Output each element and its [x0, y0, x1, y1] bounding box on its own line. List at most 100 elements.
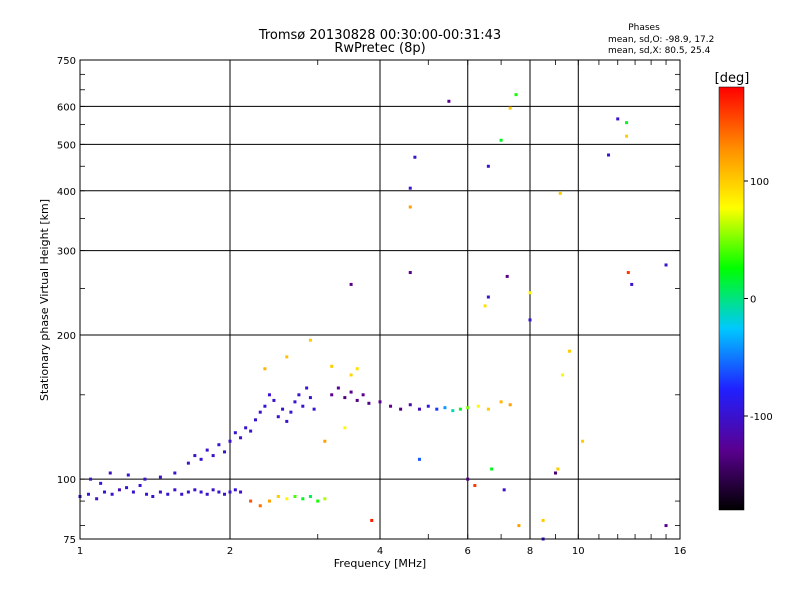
data-point: [285, 419, 289, 423]
colorbar-tick-label: 100: [750, 177, 769, 188]
data-point: [138, 483, 142, 487]
data-point: [263, 367, 267, 371]
data-point: [158, 475, 162, 479]
data-point: [426, 404, 430, 408]
data-point: [370, 518, 374, 522]
data-point: [336, 386, 340, 390]
data-point: [664, 263, 668, 267]
data-point: [505, 274, 509, 278]
data-point: [305, 386, 309, 390]
data-point: [186, 490, 190, 494]
data-point: [630, 282, 634, 286]
data-point: [399, 407, 403, 411]
colorbar-tick-label: 0: [750, 295, 756, 306]
data-point: [289, 410, 293, 414]
data-point: [476, 404, 480, 408]
data-point: [239, 436, 243, 440]
data-point: [166, 492, 170, 496]
data-point: [89, 477, 93, 481]
data-point: [126, 473, 130, 477]
y-tick-label: 300: [57, 247, 76, 258]
data-point: [508, 106, 512, 110]
data-point: [244, 426, 248, 430]
data-point: [447, 99, 451, 103]
x-tick-label: 10: [572, 546, 585, 557]
y-tick-label: 400: [57, 187, 76, 198]
data-point: [581, 439, 585, 443]
data-points: [78, 93, 668, 541]
y-axis-label: Stationary phase Virtual Height [km]: [38, 199, 51, 401]
data-point: [499, 138, 503, 142]
data-point: [499, 400, 503, 404]
data-point: [223, 450, 227, 454]
axis-ticks: 1 2 4 6 8 10 16 75 100 200 300 400 500 600 750: [57, 56, 686, 557]
data-point: [193, 454, 197, 458]
data-point: [451, 409, 455, 413]
data-point: [193, 488, 197, 492]
data-point: [408, 271, 412, 275]
stats-x-line: mean, sd,X: 80.5, 25.4: [608, 46, 711, 56]
y-tick-label: 600: [57, 102, 76, 113]
x-tick-label: 2: [227, 546, 233, 557]
data-point: [205, 448, 209, 452]
data-point: [664, 524, 668, 528]
y-tick-label: 75: [63, 535, 76, 546]
data-point: [483, 304, 487, 308]
x-tick-label: 4: [377, 546, 383, 557]
data-point: [285, 355, 289, 359]
data-point: [110, 492, 114, 496]
data-point: [239, 490, 243, 494]
colorbar: [718, 86, 745, 511]
data-point: [616, 117, 620, 121]
data-point: [263, 404, 267, 408]
data-point: [131, 490, 135, 494]
data-point: [408, 403, 412, 407]
colorbar-label: [deg]: [715, 71, 750, 86]
data-point: [228, 490, 232, 494]
data-point: [558, 191, 562, 195]
data-point: [458, 407, 462, 411]
data-point: [180, 492, 184, 496]
data-point: [435, 407, 439, 411]
data-point: [297, 393, 301, 397]
data-point: [408, 186, 412, 190]
data-point: [330, 364, 334, 368]
data-point: [258, 504, 262, 508]
data-point: [158, 490, 162, 494]
data-point: [108, 471, 112, 475]
data-point: [267, 499, 271, 503]
chart-title: Tromsø 20130828 00:30:00-00:31:43: [258, 28, 501, 43]
colorbar-ticks: 100 0 -100: [744, 177, 773, 423]
grid-lines: [80, 60, 680, 539]
data-point: [378, 400, 382, 404]
data-point: [281, 407, 285, 411]
data-point: [343, 396, 347, 400]
data-point: [308, 338, 312, 342]
data-point: [285, 497, 289, 501]
data-point: [308, 396, 312, 400]
data-point: [556, 467, 560, 471]
data-point: [625, 121, 629, 125]
data-point: [99, 481, 103, 485]
y-tick-label: 500: [57, 140, 76, 151]
data-point: [413, 155, 417, 159]
data-point: [355, 398, 359, 402]
data-point: [389, 404, 393, 408]
data-point: [293, 495, 297, 498]
data-point: [117, 488, 121, 492]
data-point: [276, 415, 280, 419]
data-point: [301, 404, 305, 408]
data-point: [223, 492, 227, 496]
data-point: [211, 454, 215, 458]
data-point: [95, 497, 99, 501]
y-tick-label: 100: [57, 475, 76, 486]
data-point: [486, 407, 490, 411]
data-point: [228, 439, 232, 443]
data-point: [316, 499, 320, 503]
data-point: [211, 488, 215, 492]
stats-heading: Phases: [628, 23, 660, 33]
data-point: [312, 407, 316, 411]
data-point: [486, 295, 490, 299]
data-point: [443, 406, 447, 410]
